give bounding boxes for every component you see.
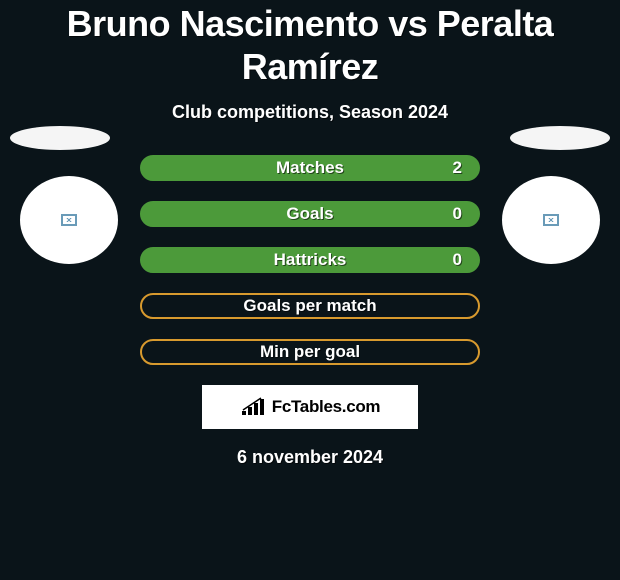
stat-bar-min-per-goal: Min per goal — [140, 339, 480, 365]
stat-value: 0 — [453, 204, 462, 224]
page-subtitle: Club competitions, Season 2024 — [0, 102, 620, 123]
player-right-ellipse — [510, 126, 610, 150]
stat-row: Min per goal — [0, 339, 620, 365]
stat-row: Hattricks 0 — [0, 247, 620, 273]
stat-label: Goals per match — [243, 296, 376, 316]
stat-label: Min per goal — [260, 342, 360, 362]
footer-date: 6 november 2024 — [0, 447, 620, 468]
stat-label: Hattricks — [274, 250, 347, 270]
stat-label: Goals — [286, 204, 333, 224]
stat-row: Matches 2 — [0, 155, 620, 181]
stat-value: 0 — [453, 250, 462, 270]
stat-value: 2 — [453, 158, 462, 178]
stat-row: Goals per match — [0, 293, 620, 319]
stats-list: Matches 2 Goals 0 Hattricks 0 Goals per … — [0, 155, 620, 365]
player-left-ellipse — [10, 126, 110, 150]
stat-bar-hattricks: Hattricks 0 — [140, 247, 480, 273]
stat-label: Matches — [276, 158, 344, 178]
brand-badge: FcTables.com — [202, 385, 418, 429]
page-title: Bruno Nascimento vs Peralta Ramírez — [0, 2, 620, 88]
stat-row: Goals 0 — [0, 201, 620, 227]
stat-bar-goals-per-match: Goals per match — [140, 293, 480, 319]
stat-bar-goals: Goals 0 — [140, 201, 480, 227]
fctables-logo-icon — [240, 397, 268, 417]
brand-text: FcTables.com — [272, 397, 381, 417]
stat-bar-matches: Matches 2 — [140, 155, 480, 181]
comparison-infographic: Bruno Nascimento vs Peralta Ramírez Club… — [0, 0, 620, 580]
